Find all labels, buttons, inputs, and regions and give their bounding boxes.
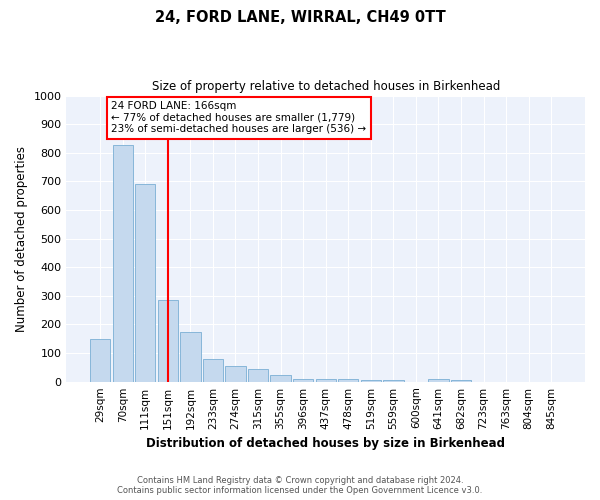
Bar xyxy=(338,379,358,382)
Bar xyxy=(203,359,223,382)
Bar xyxy=(135,184,155,382)
Text: 24 FORD LANE: 166sqm
← 77% of detached houses are smaller (1,779)
23% of semi-de: 24 FORD LANE: 166sqm ← 77% of detached h… xyxy=(112,102,367,134)
Bar xyxy=(293,379,313,382)
Title: Size of property relative to detached houses in Birkenhead: Size of property relative to detached ho… xyxy=(152,80,500,93)
Bar xyxy=(316,379,336,382)
Text: Contains HM Land Registry data © Crown copyright and database right 2024.
Contai: Contains HM Land Registry data © Crown c… xyxy=(118,476,482,495)
Bar xyxy=(248,369,268,382)
Bar xyxy=(428,379,449,382)
Bar xyxy=(158,300,178,382)
Text: 24, FORD LANE, WIRRAL, CH49 0TT: 24, FORD LANE, WIRRAL, CH49 0TT xyxy=(155,10,445,25)
Bar xyxy=(361,380,381,382)
Bar xyxy=(180,332,200,382)
Bar xyxy=(113,145,133,382)
Bar xyxy=(271,374,291,382)
Bar xyxy=(90,339,110,382)
X-axis label: Distribution of detached houses by size in Birkenhead: Distribution of detached houses by size … xyxy=(146,437,505,450)
Y-axis label: Number of detached properties: Number of detached properties xyxy=(15,146,28,332)
Bar xyxy=(383,380,404,382)
Bar xyxy=(451,380,471,382)
Bar xyxy=(226,366,245,382)
